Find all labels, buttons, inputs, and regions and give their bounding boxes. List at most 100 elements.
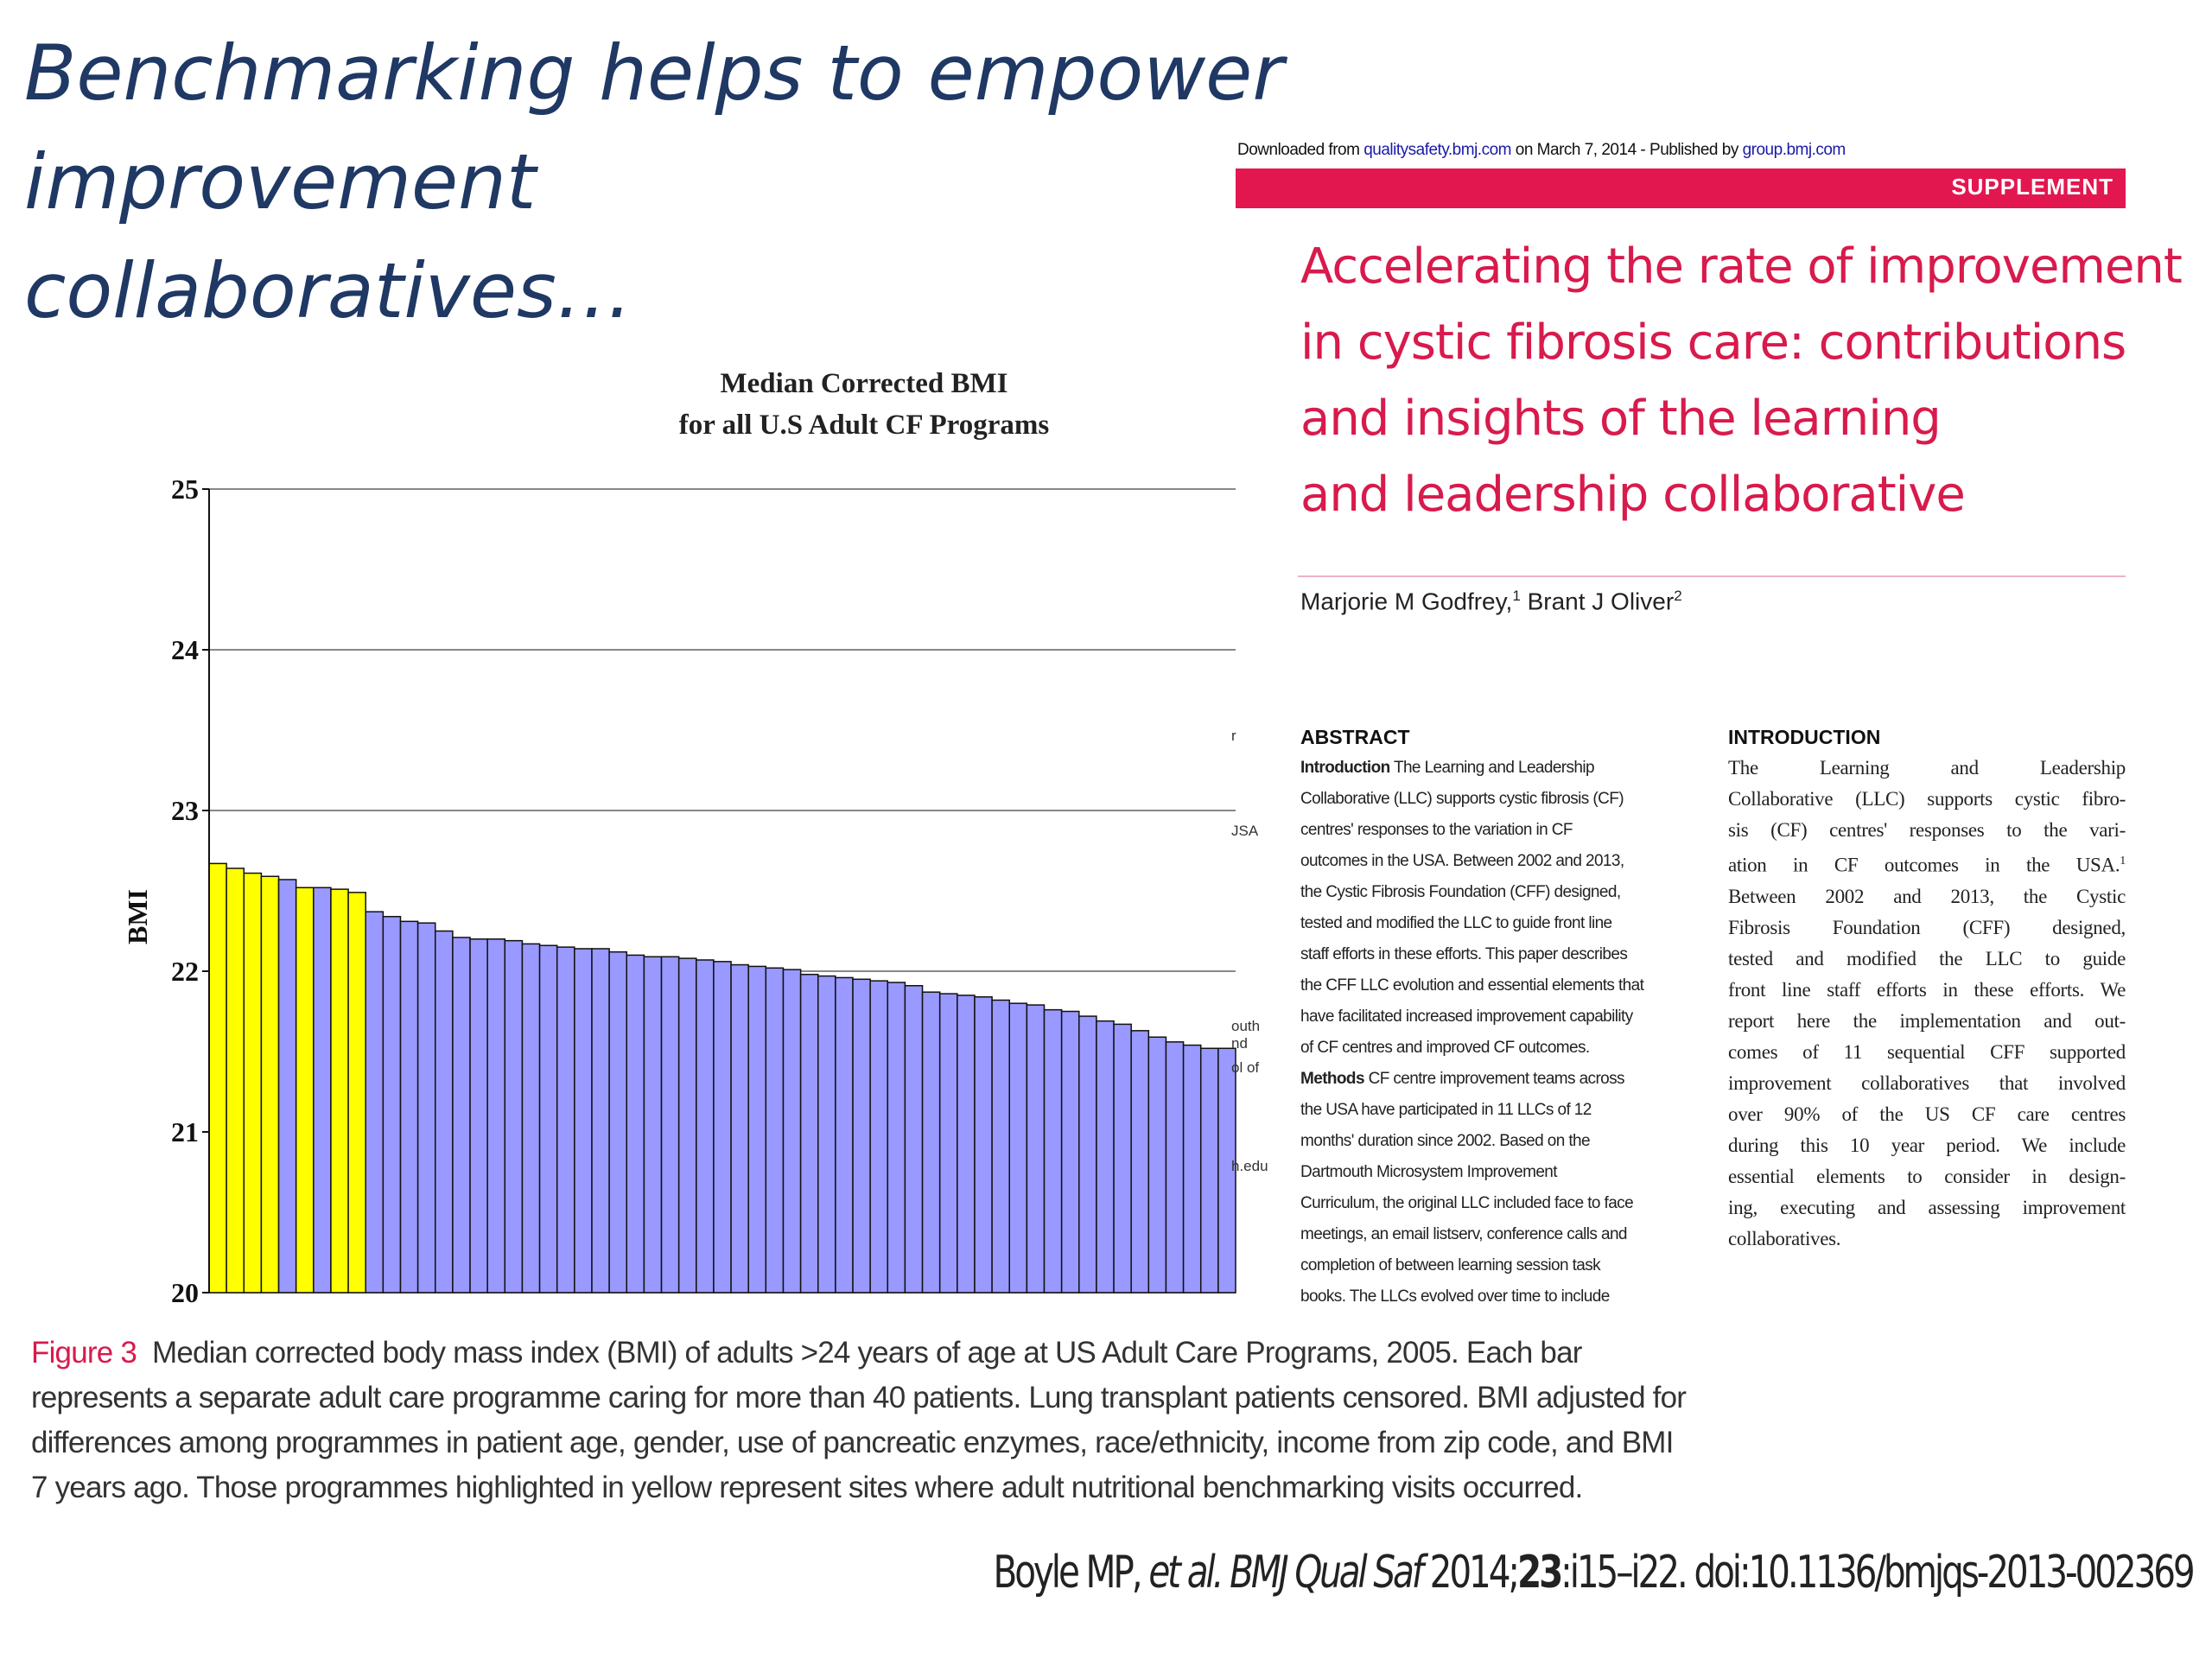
- abstract-line-text: staff efforts in these efforts. This pap…: [1300, 945, 1628, 963]
- abstract-line: centres' responses to the variation in C…: [1300, 815, 1698, 846]
- bar-program: [1008, 1002, 1028, 1294]
- bar-program: [469, 938, 488, 1294]
- figure-label: Figure 3: [31, 1336, 137, 1370]
- introduction-line: Collaborative (LLC) supports cystic fibr…: [1728, 784, 2126, 815]
- paper-title-line: in cystic fibrosis care: contributions: [1300, 315, 2126, 371]
- introduction-heading: INTRODUCTION: [1728, 726, 1881, 748]
- y-tick-label: 24: [171, 634, 199, 665]
- bar-program: [869, 980, 889, 1294]
- slide-title-line-2: collaboratives…: [24, 246, 632, 335]
- introduction-line-text: tested and modified the LLC to guide: [1728, 947, 2126, 969]
- caption-line-text: 7 years ago. Those programmes highlighte…: [31, 1471, 1583, 1504]
- abstract-line: books. The LLCs evolved over time to inc…: [1300, 1281, 1698, 1313]
- bar-program: [1182, 1044, 1202, 1294]
- introduction-line-text: sis (CF) centres' responses to the vari-: [1728, 819, 2126, 841]
- paper-authors: Marjorie M Godfrey,1 Brant J Oliver2: [1300, 588, 1682, 615]
- introduction-line: essential elements to consider in design…: [1728, 1161, 2126, 1192]
- bar-program: [938, 993, 958, 1294]
- bar-program: [991, 999, 1010, 1294]
- bar-program: [957, 995, 976, 1294]
- bar-program: [591, 948, 610, 1294]
- introduction-line: during this 10 year period. We include: [1728, 1130, 2126, 1161]
- y-tick-label: 25: [171, 474, 199, 505]
- author-2-affiliation: 2: [1674, 588, 1682, 604]
- abstract-line-text: the Cystic Fibrosis Foundation (CFF) des…: [1300, 883, 1621, 901]
- introduction-line-text: over 90% of the US CF care centres: [1728, 1103, 2126, 1125]
- introduction-line: collaboratives.: [1728, 1224, 2126, 1255]
- introduction-body: The Learning and Leadership Collaborative…: [1728, 753, 2126, 1255]
- cut-text-fragment: outh: [1231, 1018, 1261, 1034]
- introduction-line: over 90% of the US CF care centres: [1728, 1099, 2126, 1130]
- citation-volume: 23: [1517, 1547, 1563, 1599]
- introduction-line: ing, executing and assessing improvement: [1728, 1192, 2126, 1224]
- bar-program: [1199, 1047, 1219, 1294]
- abstract-line-text: months' duration since 2002. Based on th…: [1300, 1132, 1591, 1150]
- abstract-line-text: completion of between learning session t…: [1300, 1256, 1601, 1274]
- download-link-group[interactable]: group.bmj.com: [1742, 141, 1847, 159]
- bar-program: [486, 938, 506, 1294]
- introduction-line: front line staff efforts in these effort…: [1728, 975, 2126, 1006]
- abstract-line: tested and modified the LLC to guide fro…: [1300, 908, 1698, 939]
- bar-program: [1217, 1047, 1236, 1294]
- bar-program: [574, 948, 593, 1294]
- bar-program: [416, 922, 436, 1294]
- chart-title-line-2: for all U.S Adult CF Programs: [678, 410, 1050, 441]
- chart-bars: [208, 862, 1236, 1294]
- abstract-line-text: Collaborative (LLC) supports cystic fibr…: [1300, 790, 1624, 808]
- download-prefix: Downloaded from: [1237, 141, 1364, 159]
- bar-program: [435, 930, 454, 1294]
- abstract-line: months' duration since 2002. Based on th…: [1300, 1126, 1698, 1157]
- introduction-line: Between 2002 and 2013, the Cystic: [1728, 881, 2126, 912]
- abstract-line-text: the CFF LLC evolution and essential elem…: [1300, 976, 1644, 995]
- citation-pages: :i15–i22. doi:10.1136/bmjqs-2013-002369: [1560, 1547, 2196, 1599]
- introduction-line-text: report here the implementation and out-: [1728, 1009, 2126, 1032]
- abstract-line: completion of between learning session t…: [1300, 1250, 1698, 1281]
- introduction-line: ation in CF outcomes in the USA.1: [1728, 846, 2126, 881]
- bmi-bar-chart: 20 21 22 23 24 25 BMI: [122, 474, 1236, 1308]
- abstract-line-text: the USA have participated in 11 LLCs of …: [1300, 1101, 1592, 1119]
- author-1: Marjorie M Godfrey,: [1300, 588, 1513, 615]
- bar-program: [521, 943, 541, 1294]
- bar-benchmarked-program: [226, 868, 245, 1294]
- supplement-banner: SUPPLEMENT: [1236, 168, 2126, 208]
- introduction-line-text: essential elements to consider in design…: [1728, 1165, 2126, 1187]
- caption-line-text: Median corrected body mass index (BMI) o…: [152, 1336, 1582, 1370]
- abstract-heading: ABSTRACT: [1300, 726, 1410, 748]
- figure-caption: Figure 3 Median corrected body mass index…: [31, 1331, 1846, 1510]
- abstract-column: ABSTRACT Introduction The Learning and L…: [1300, 721, 1698, 1313]
- introduction-line-text: Collaborative (LLC) supports cystic fibr…: [1728, 788, 2126, 810]
- caption-line: 7 years ago. Those programmes highlighte…: [31, 1465, 1846, 1510]
- citation-journal: BMJ Qual Saf: [1230, 1547, 1425, 1599]
- bar-program: [904, 984, 924, 1294]
- title-divider: [1298, 575, 2126, 577]
- citation-authors: Boyle MP,: [993, 1547, 1149, 1599]
- introduction-line-text: collaboratives.: [1728, 1227, 1841, 1249]
- introduction-line: sis (CF) centres' responses to the vari-: [1728, 815, 2126, 846]
- bar-program: [1060, 1010, 1080, 1294]
- y-axis-ticks: 20 21 22 23 24 25: [171, 474, 209, 1308]
- abstract-section-label: Introduction: [1300, 759, 1390, 777]
- bar-program: [1130, 1030, 1150, 1294]
- bar-benchmarked-program: [260, 875, 280, 1294]
- bar-program: [365, 911, 385, 1294]
- introduction-line-text: comes of 11 sequential CFF supported: [1728, 1040, 2126, 1063]
- y-tick-label: 21: [171, 1116, 199, 1147]
- abstract-line: the USA have participated in 11 LLCs of …: [1300, 1095, 1698, 1126]
- abstract-line: staff efforts in these efforts. This pap…: [1300, 939, 1698, 970]
- download-link-qualitysafety[interactable]: qualitysafety.bmj.com: [1363, 141, 1511, 159]
- abstract-line: the Cystic Fibrosis Foundation (CFF) des…: [1300, 877, 1698, 908]
- caption-line: represents a separate adult care program…: [31, 1376, 1846, 1421]
- bar-program: [608, 950, 628, 1294]
- citation-etal: et al.: [1148, 1547, 1230, 1599]
- abstract-line: Methods CF centre improvement teams acro…: [1300, 1064, 1698, 1095]
- bar-program: [1078, 1015, 1097, 1294]
- introduction-line-text: improvement collaboratives that involved: [1728, 1071, 2126, 1094]
- introduction-column: INTRODUCTION The Learning and Leadership…: [1728, 721, 2126, 1255]
- bar-benchmarked-program: [295, 887, 315, 1294]
- abstract-line-text: The Learning and Leadership: [1389, 759, 1595, 777]
- bar-program: [921, 991, 941, 1294]
- download-middle: on March 7, 2014 - Published by: [1510, 141, 1743, 159]
- introduction-line-text: during this 10 year period. We include: [1728, 1134, 2126, 1156]
- abstract-line: have facilitated increased improvement c…: [1300, 1001, 1698, 1033]
- paper-title-line: and insights of the learning: [1300, 391, 1942, 447]
